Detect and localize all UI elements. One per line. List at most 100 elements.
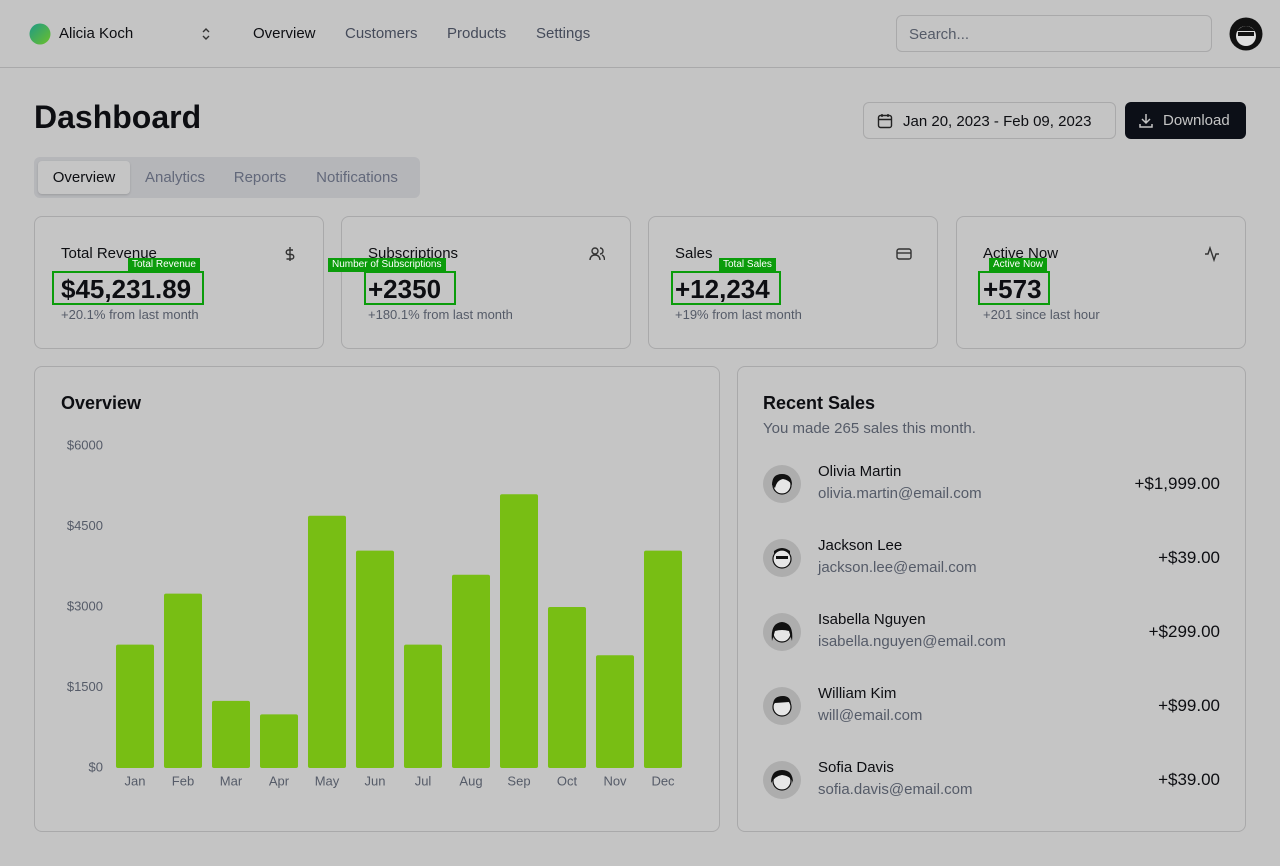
stat-card: Sales +12,234 +19% from last month	[648, 216, 938, 349]
customer-avatar	[763, 613, 801, 651]
tab[interactable]: Reports	[233, 169, 287, 186]
customer-email: will@email.com	[818, 707, 923, 724]
x-tick-label: Oct	[557, 773, 578, 788]
x-tick-label: Aug	[459, 773, 482, 788]
sale-amount: +$39.00	[1158, 770, 1220, 789]
customer-name: Isabella Nguyen	[818, 611, 926, 628]
customer-avatar	[763, 761, 801, 799]
bar	[596, 655, 634, 768]
x-tick-label: Jun	[365, 773, 386, 788]
stat-icon	[589, 247, 605, 261]
date-range: Jan 20, 2023 - Feb 09, 2023	[903, 113, 1092, 130]
annotation-tag: Number of Subscriptions	[328, 258, 446, 272]
nav-link[interactable]: Products	[447, 25, 507, 42]
stat-title: Total Revenue	[61, 245, 157, 262]
x-tick-label: Apr	[269, 773, 290, 788]
stat-value: +12,234	[675, 274, 770, 304]
annotation-tag: Active Now	[989, 258, 1048, 272]
x-tick-label: Mar	[220, 773, 243, 788]
bar	[404, 644, 442, 768]
bar	[548, 607, 586, 768]
stat-icon	[896, 248, 912, 260]
nav-link[interactable]: Customers	[345, 25, 418, 42]
annotation-box	[978, 271, 1050, 305]
team-logo	[29, 23, 51, 45]
customer-email: sofia.davis@email.com	[818, 781, 973, 798]
y-tick-label: $1500	[67, 679, 103, 694]
tab[interactable]: Analytics	[144, 169, 206, 186]
recent-sales-title: Recent Sales	[763, 393, 876, 413]
customer-email: olivia.martin@email.com	[818, 485, 982, 502]
download-label: Download	[1163, 112, 1230, 129]
customer-name: Olivia Martin	[818, 463, 902, 480]
recent-sales-card: Recent Sales You made 265 sales this mon…	[737, 366, 1246, 832]
stat-value: +573	[983, 274, 1042, 304]
stat-value: +2350	[368, 274, 442, 304]
stat-card: Subscriptions +2350 +180.1% from last mont…	[341, 216, 631, 349]
search-input[interactable]: Search...	[896, 15, 1212, 52]
nav-link[interactable]: Settings	[536, 25, 591, 42]
team-switcher[interactable]: Alicia Koch	[59, 25, 134, 42]
chart: $0 $1500 $3000 $4500 $6000 Jan Feb Mar Apr May Jun…	[67, 437, 682, 788]
y-tick-label: $4500	[67, 518, 103, 533]
user-avatar[interactable]	[1229, 17, 1263, 51]
sale-amount: +$39.00	[1158, 548, 1220, 567]
y-tick-label: $0	[89, 759, 103, 774]
download-icon	[1139, 114, 1153, 128]
stat-title: Subscriptions	[368, 245, 459, 262]
customer-avatar	[763, 687, 801, 725]
x-tick-label: Feb	[172, 773, 194, 788]
x-tick-label: Sep	[507, 773, 530, 788]
tab-list: Overview Analytics Reports Notifications	[34, 157, 420, 198]
annotation-tag: Total Revenue	[128, 258, 200, 272]
x-tick-label: Dec	[651, 773, 675, 788]
download-button[interactable]: Download	[1125, 102, 1246, 139]
annotation-box	[52, 271, 204, 305]
date-picker[interactable]: Jan 20, 2023 - Feb 09, 2023	[863, 102, 1116, 139]
stat-note: +180.1% from last month	[368, 307, 513, 322]
chart-title: Overview	[61, 393, 142, 413]
sale-amount: +$1,999.00	[1134, 474, 1220, 493]
y-tick-label: $6000	[67, 437, 103, 452]
sale-amount: +$99.00	[1158, 696, 1220, 715]
bar	[308, 515, 346, 768]
header-divider	[0, 67, 1280, 68]
stat-icon	[1205, 246, 1219, 262]
bar	[500, 494, 538, 768]
customer-name: Jackson Lee	[818, 537, 903, 554]
x-tick-label: May	[315, 773, 340, 788]
sale-amount: +$299.00	[1148, 622, 1220, 641]
chevron-icon	[202, 28, 210, 40]
stat-value: $45,231.89	[61, 274, 192, 304]
bar	[116, 644, 154, 768]
x-tick-label: Jul	[415, 773, 432, 788]
x-tick-label: Nov	[603, 773, 627, 788]
bar	[212, 700, 250, 768]
tab[interactable]: Notifications	[316, 169, 398, 186]
stat-card: Active Now +573 +201 since last hour	[956, 216, 1246, 349]
page-title: Dashboard	[34, 99, 202, 135]
bar	[164, 593, 202, 768]
bar	[260, 714, 298, 768]
annotation-box	[671, 271, 781, 305]
x-tick-label: Jan	[125, 773, 146, 788]
customer-avatar	[763, 539, 801, 577]
calendar-icon	[877, 114, 893, 129]
annotation-box	[364, 271, 456, 305]
customer-name: William Kim	[818, 685, 897, 702]
stat-note: +201 since last hour	[983, 307, 1100, 322]
bar	[452, 574, 490, 768]
customer-avatar	[763, 465, 801, 503]
customer-email: jackson.lee@email.com	[818, 559, 977, 576]
stat-icon	[285, 247, 295, 261]
recent-sales-subtitle: You made 265 sales this month.	[763, 420, 976, 437]
stat-title: Sales	[675, 245, 713, 262]
customer-email: isabella.nguyen@email.com	[818, 633, 1006, 650]
bar	[356, 550, 394, 768]
stat-note: +20.1% from last month	[61, 307, 199, 322]
nav-link[interactable]: Overview	[253, 25, 316, 42]
annotation-tag: Total Sales	[719, 258, 776, 272]
stat-card: Total Revenue $45,231.89 +20.1% from last …	[34, 216, 324, 349]
tab[interactable]: Overview	[38, 161, 130, 194]
